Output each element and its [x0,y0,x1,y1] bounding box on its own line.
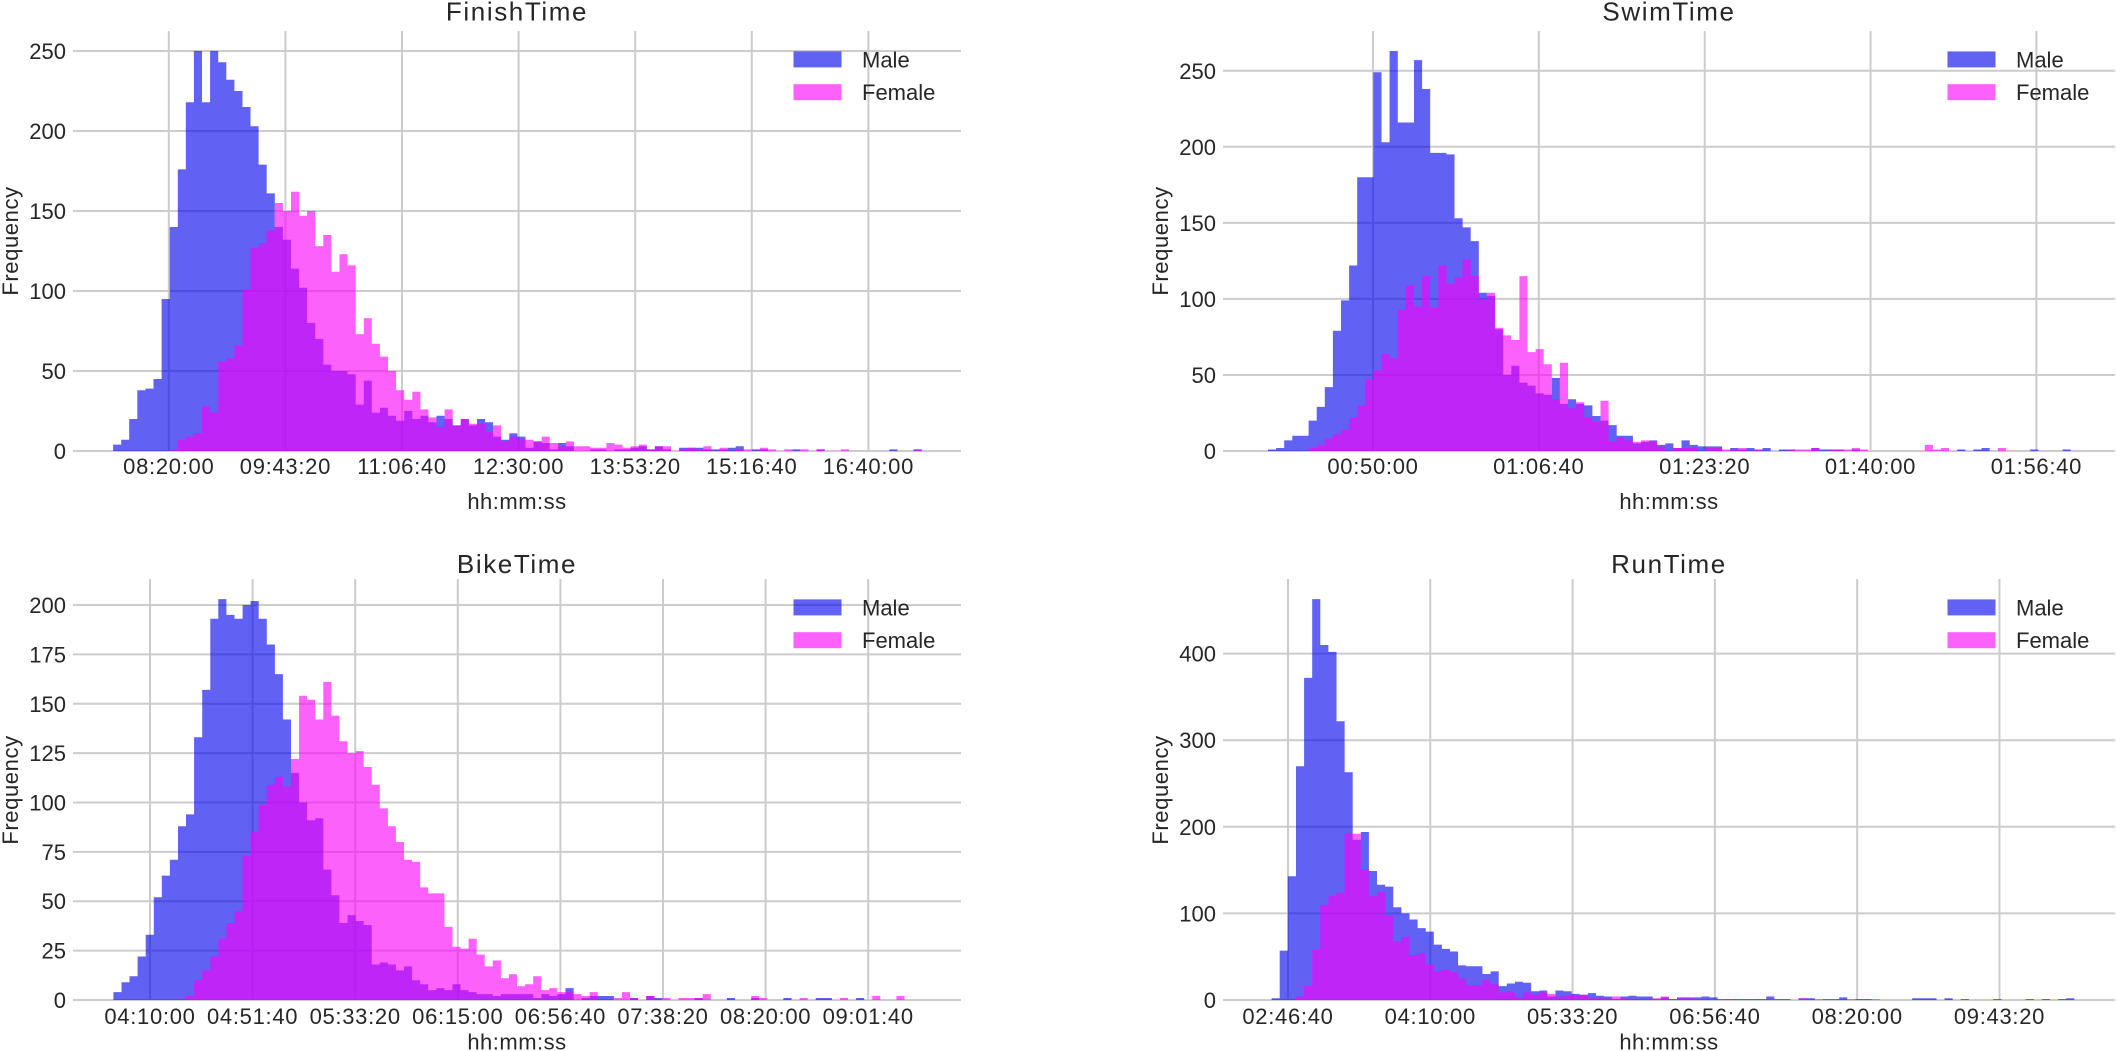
svg-text:SwimTime: SwimTime [1602,0,1735,27]
svg-text:RunTime: RunTime [1611,549,1727,579]
svg-text:16:40:00: 16:40:00 [823,454,914,479]
svg-text:200: 200 [1179,815,1216,840]
svg-text:250: 250 [29,39,66,64]
svg-text:Frequency: Frequency [0,735,23,844]
svg-text:08:20:00: 08:20:00 [1812,1004,1903,1029]
svg-text:04:10:00: 04:10:00 [1385,1004,1476,1029]
svg-text:150: 150 [29,692,66,717]
svg-text:hh:mm:ss: hh:mm:ss [1619,489,1718,514]
svg-text:50: 50 [42,889,66,914]
svg-text:FinishTime: FinishTime [446,0,588,27]
svg-text:400: 400 [1179,642,1216,667]
svg-text:0: 0 [1204,439,1216,464]
svg-text:09:01:40: 09:01:40 [823,1004,914,1029]
svg-text:300: 300 [1179,728,1216,753]
svg-text:09:43:20: 09:43:20 [1954,1004,2045,1029]
svg-text:0: 0 [1204,988,1216,1013]
svg-text:100: 100 [29,791,66,816]
svg-text:175: 175 [29,642,66,667]
svg-text:Male: Male [2016,47,2064,72]
svg-text:100: 100 [1179,287,1216,312]
svg-text:150: 150 [29,199,66,224]
svg-text:04:51:40: 04:51:40 [207,1004,298,1029]
svg-text:Male: Male [862,595,910,620]
svg-text:15:16:40: 15:16:40 [706,454,797,479]
svg-text:08:20:00: 08:20:00 [123,454,214,479]
svg-text:25: 25 [42,939,66,964]
svg-text:75: 75 [42,840,66,865]
svg-text:13:53:20: 13:53:20 [590,454,681,479]
svg-text:200: 200 [29,119,66,144]
svg-text:01:06:40: 01:06:40 [1493,454,1584,479]
svg-text:50: 50 [42,359,66,384]
svg-text:Frequency: Frequency [1148,186,1173,295]
svg-text:150: 150 [1179,211,1216,236]
svg-text:Male: Male [2016,595,2064,620]
svg-text:09:43:20: 09:43:20 [240,454,331,479]
svg-text:200: 200 [1179,135,1216,160]
svg-text:05:33:20: 05:33:20 [310,1004,401,1029]
svg-text:250: 250 [1179,59,1216,84]
svg-text:01:40:00: 01:40:00 [1825,454,1916,479]
svg-text:hh:mm:ss: hh:mm:ss [467,489,566,514]
svg-text:200: 200 [29,593,66,618]
svg-text:Female: Female [2016,80,2089,105]
svg-text:hh:mm:ss: hh:mm:ss [467,1030,566,1051]
svg-text:Female: Female [862,80,935,105]
svg-text:125: 125 [29,741,66,766]
svg-text:00:50:00: 00:50:00 [1327,454,1418,479]
svg-text:08:20:00: 08:20:00 [720,1004,811,1029]
svg-text:11:06:40: 11:06:40 [357,454,447,479]
svg-text:Frequency: Frequency [1148,735,1173,844]
svg-text:06:15:00: 06:15:00 [412,1004,503,1029]
svg-text:12:30:00: 12:30:00 [473,454,564,479]
svg-text:Female: Female [2016,628,2089,653]
svg-text:Female: Female [862,628,935,653]
svg-text:07:38:20: 07:38:20 [617,1004,708,1029]
svg-text:06:56:40: 06:56:40 [1669,1004,1760,1029]
svg-text:05:33:20: 05:33:20 [1527,1004,1618,1029]
svg-text:50: 50 [1192,363,1216,388]
svg-text:Frequency: Frequency [0,186,23,295]
svg-text:01:56:40: 01:56:40 [1991,454,2082,479]
svg-text:04:10:00: 04:10:00 [104,1004,195,1029]
svg-text:01:23:20: 01:23:20 [1659,454,1750,479]
svg-text:Male: Male [862,47,910,72]
svg-text:0: 0 [54,988,66,1013]
svg-text:hh:mm:ss: hh:mm:ss [1619,1030,1718,1051]
svg-text:02:46:40: 02:46:40 [1242,1004,1333,1029]
svg-text:100: 100 [29,279,66,304]
svg-text:100: 100 [1179,901,1216,926]
svg-text:0: 0 [54,439,66,464]
svg-text:BikeTime: BikeTime [457,549,577,579]
svg-text:06:56:40: 06:56:40 [515,1004,606,1029]
